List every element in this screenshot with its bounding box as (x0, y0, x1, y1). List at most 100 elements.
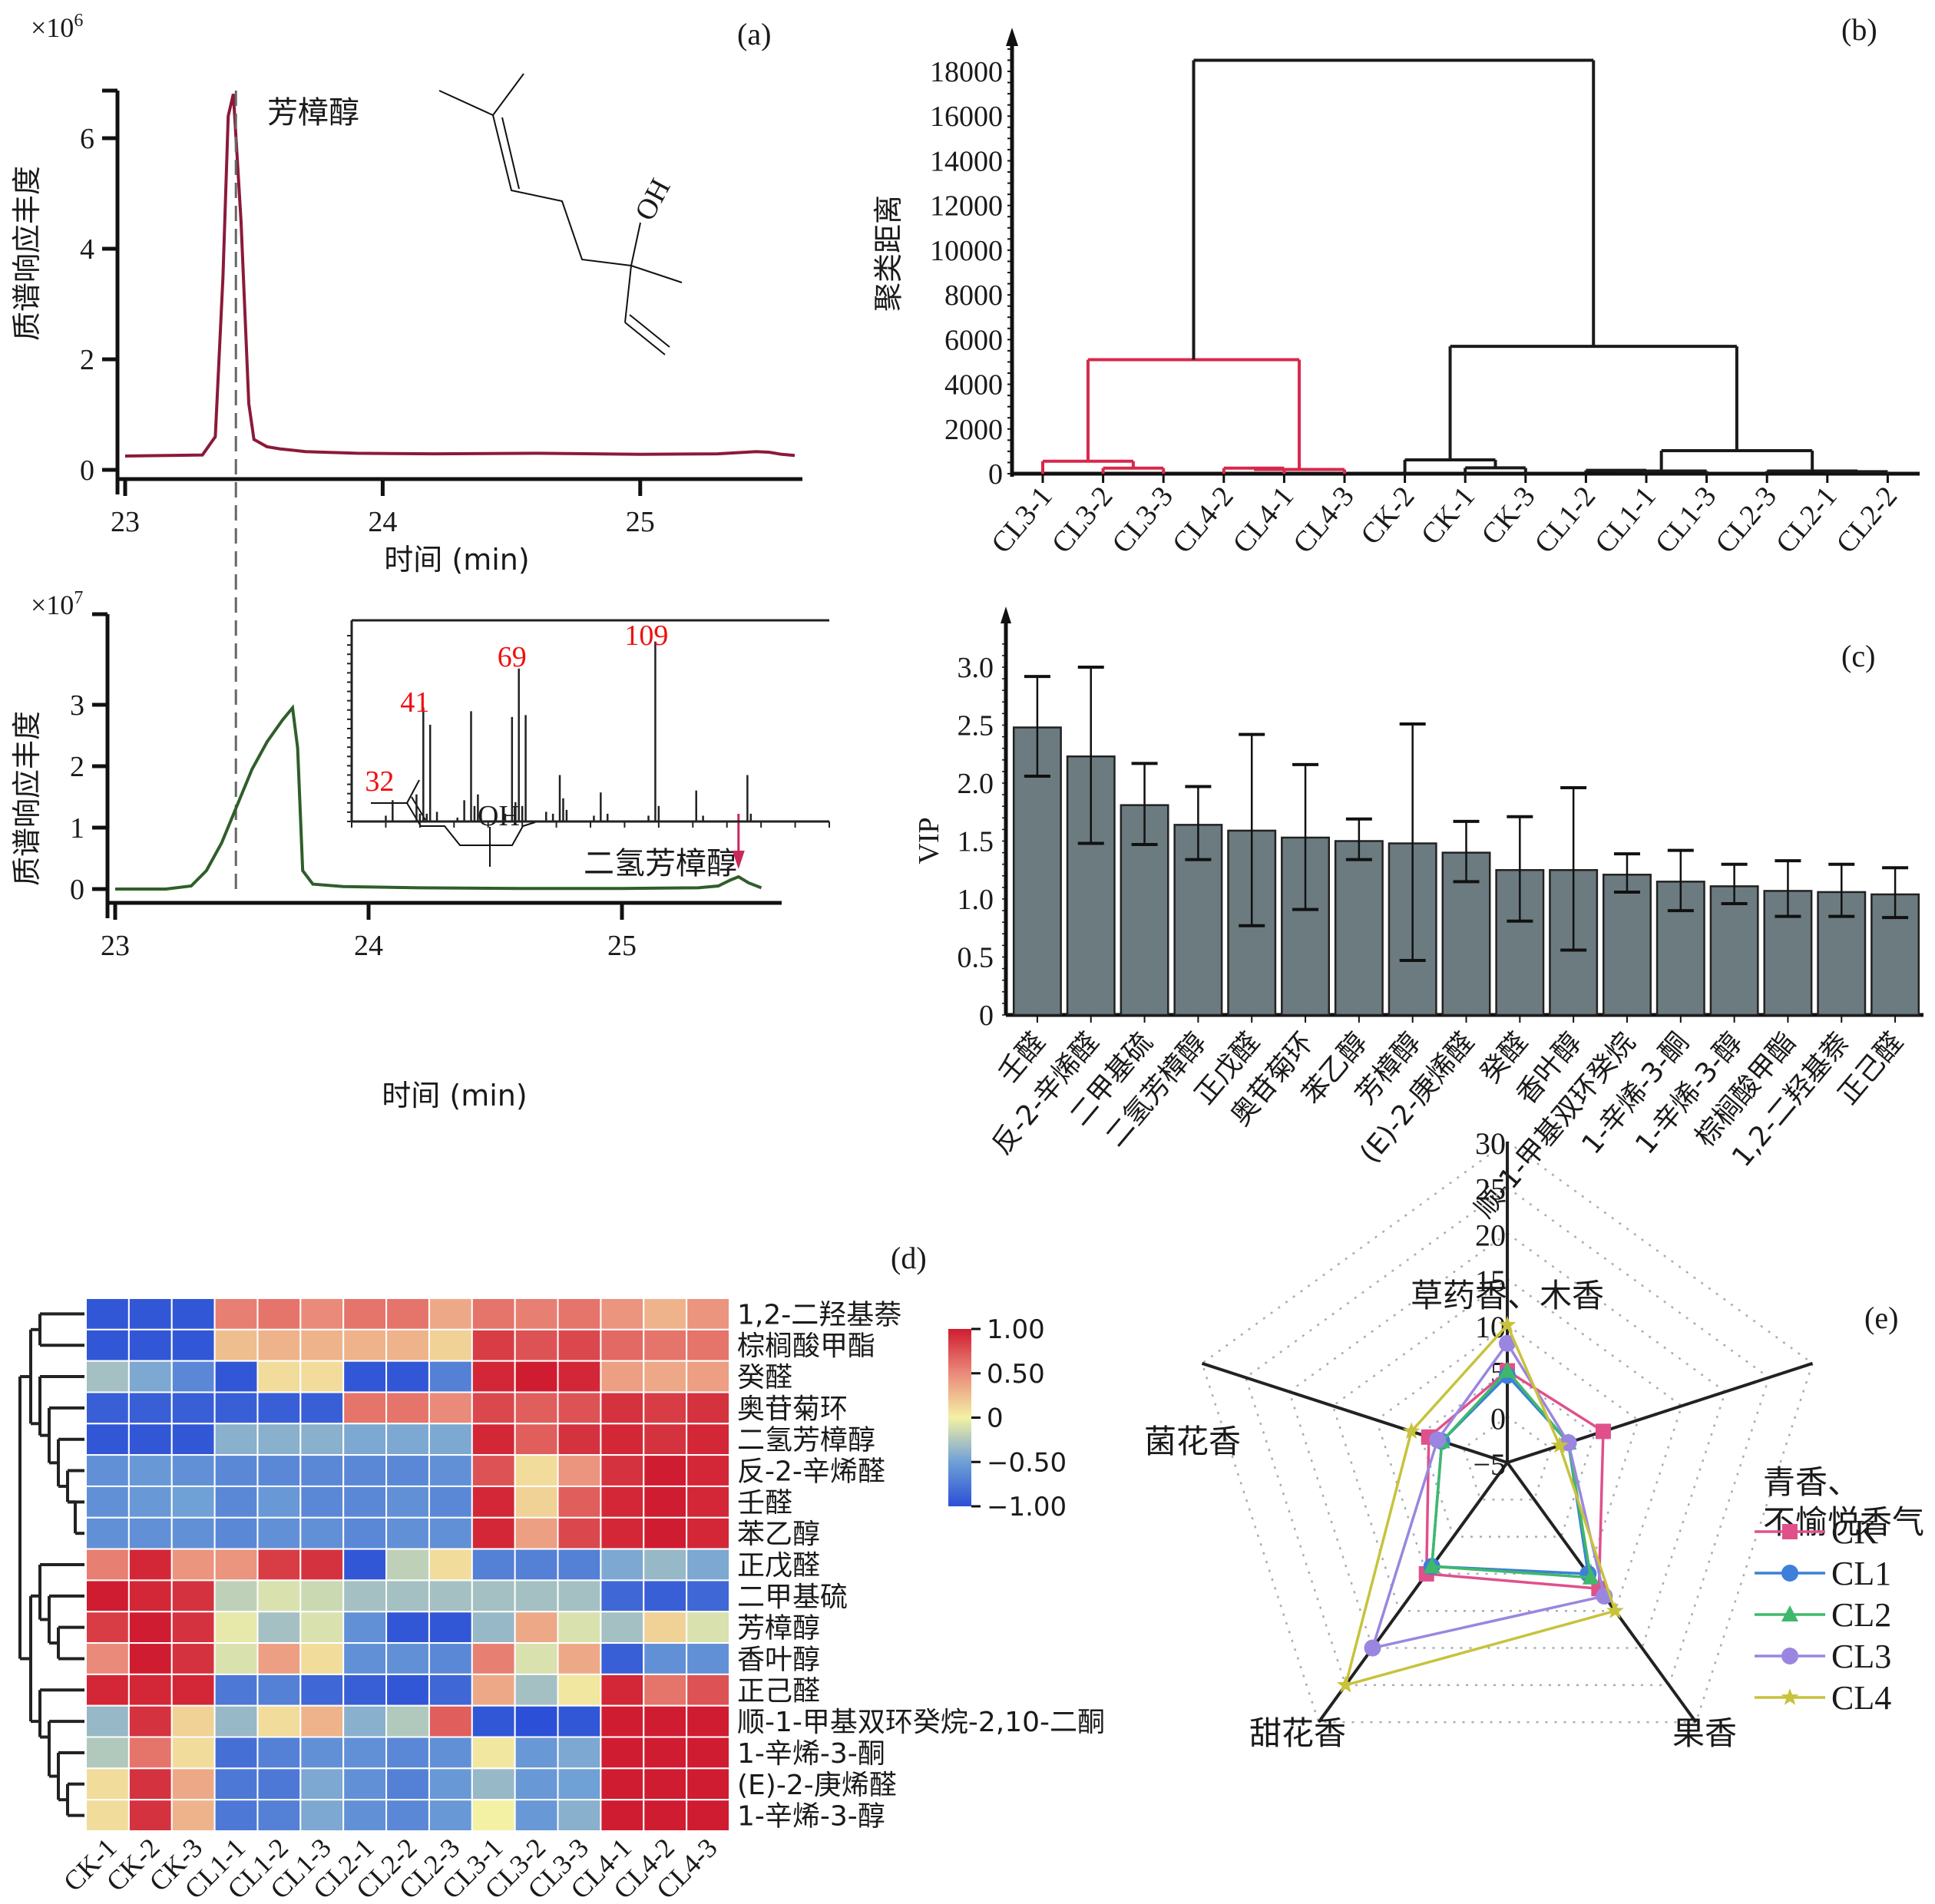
heatmap-cell (385, 1548, 430, 1582)
heatmap-cell (299, 1579, 345, 1613)
legend-label: CK (1831, 1513, 1878, 1551)
heatmap-cell (428, 1328, 473, 1362)
marker-square (1595, 1423, 1611, 1440)
heatmap-cell (600, 1704, 645, 1738)
heatmap-cell (256, 1485, 302, 1519)
row-label: 二甲基硫 (737, 1582, 848, 1613)
heatmap-cell (170, 1297, 216, 1330)
heatmap-cell (213, 1454, 259, 1487)
heatmap-cell (471, 1423, 516, 1456)
heatmap-cell (385, 1391, 430, 1425)
heatmap-cell (514, 1704, 559, 1738)
marker-star (1337, 1675, 1354, 1693)
leaf-label: CL1-2 (1528, 481, 1602, 560)
heatmap-cell (299, 1423, 345, 1456)
marker-star (1498, 1315, 1517, 1333)
heatmap-cell (514, 1516, 559, 1550)
heatmap-cell (299, 1704, 345, 1738)
radar-gridline (1375, 1324, 1639, 1575)
colorbar-gradient (948, 1329, 971, 1506)
panel-b-dendrogram: (b) 聚类距离 0 2000 4000 6000 8000 10000 12000 1400… (872, 12, 1920, 560)
heatmap-cell (600, 1799, 645, 1833)
heatmap-cell (213, 1611, 259, 1645)
heatmap-cell (686, 1736, 731, 1770)
y-axis-title: VIP (913, 817, 945, 864)
legend-label: CL1 (1831, 1555, 1891, 1592)
hydroxyl-label: OH (478, 800, 520, 832)
heatmap-cell (643, 1391, 688, 1425)
heatmap-cell (686, 1485, 731, 1519)
heatmap-cell (557, 1485, 602, 1519)
heatmap-cell (428, 1423, 473, 1456)
heatmap-cell (342, 1799, 388, 1833)
heatmap-cell (428, 1736, 473, 1770)
heatmap-cell (428, 1548, 473, 1582)
heatmap-cell (170, 1548, 216, 1582)
heatmap-cell (643, 1423, 688, 1456)
heatmap-cell (299, 1736, 345, 1770)
heatmap-cell (600, 1423, 645, 1456)
x-tick-label: 24 (354, 930, 383, 962)
colorbar-tick-label: 0.50 (987, 1359, 1045, 1390)
arrow-head-icon (732, 851, 745, 869)
heatmap-cell (85, 1611, 130, 1645)
heatmap-cell (256, 1673, 302, 1707)
heatmap-cell (342, 1423, 388, 1456)
heatmap-cell (342, 1485, 388, 1519)
heatmap-cell (557, 1799, 602, 1833)
heatmap-cell (428, 1704, 473, 1738)
y-tick-label: 2.5 (958, 710, 994, 742)
heatmap-cell (686, 1767, 731, 1801)
heatmap-cell (85, 1579, 130, 1613)
heatmap-cell (170, 1516, 216, 1550)
heatmap-cell (385, 1642, 430, 1675)
heatmap-cell (686, 1391, 731, 1425)
heatmap-cell (514, 1360, 559, 1393)
heatmap-cell (256, 1611, 302, 1645)
row-label: 苯乙醇 (737, 1519, 820, 1550)
heatmap-cell (213, 1673, 259, 1707)
heatmap-cell (127, 1485, 173, 1519)
heatmap-cell (385, 1767, 430, 1801)
heatmap-cell (213, 1799, 259, 1833)
heatmap-cell (342, 1642, 388, 1675)
heatmap-cell (213, 1423, 259, 1456)
leaf-label: CL4-1 (1226, 481, 1300, 560)
heatmap-cell (170, 1767, 216, 1801)
heatmap-cell (85, 1485, 130, 1519)
heatmap-cell (342, 1360, 388, 1393)
heatmap-cell (557, 1767, 602, 1801)
heatmap-cell (127, 1673, 173, 1707)
heatmap-cell (127, 1454, 173, 1487)
heatmap-cell (385, 1579, 430, 1613)
heatmap-cell (85, 1799, 130, 1833)
heatmap-cell (170, 1454, 216, 1487)
heatmap-cell (256, 1516, 302, 1550)
panel-label-a: (a) (737, 17, 771, 51)
heatmap-cell (213, 1579, 259, 1613)
panel-label-b: (b) (1841, 12, 1877, 47)
hydroxyl-label: OH (629, 174, 677, 226)
heatmap-cell (342, 1391, 388, 1425)
radar-axis-label: 果香 (1672, 1714, 1737, 1752)
heatmap-cell (342, 1579, 388, 1613)
heatmap-cell (170, 1579, 216, 1613)
legend: CK CL1 CL2 CL3 CL4 (1755, 1513, 1891, 1717)
heatmap-cell (342, 1736, 388, 1770)
heatmap-cell (428, 1579, 473, 1613)
radar-gridline (1288, 1231, 1727, 1649)
heatmap-cell (256, 1642, 302, 1675)
heatmap-cell (127, 1736, 173, 1770)
linalool-structure: OH (438, 73, 683, 355)
y-axis-arrow-icon (1006, 28, 1018, 46)
heatmap-cell (170, 1328, 216, 1362)
marker-star (1781, 1688, 1799, 1705)
heatmap-cell (600, 1611, 645, 1645)
y-axis-title: 质谱响应丰度 (10, 711, 44, 886)
leaf-label: CL2-2 (1830, 481, 1904, 560)
radar-series-line (1424, 1369, 1605, 1591)
heatmap-cell (385, 1736, 430, 1770)
radial-tick-label: −5 (1473, 1447, 1506, 1482)
heatmap-cell (213, 1767, 259, 1801)
